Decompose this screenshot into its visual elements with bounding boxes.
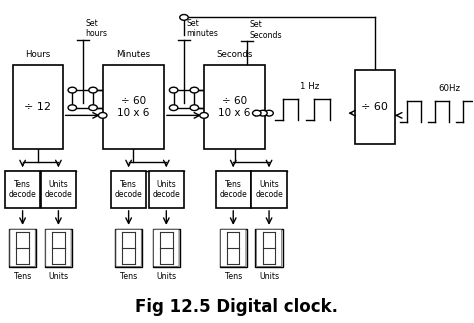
Text: Tens: Tens bbox=[14, 272, 31, 281]
Text: Units: Units bbox=[259, 272, 279, 281]
FancyBboxPatch shape bbox=[46, 229, 71, 266]
Text: Tens
decode: Tens decode bbox=[219, 180, 247, 199]
Bar bbox=[149, 171, 184, 208]
Circle shape bbox=[259, 110, 267, 116]
Bar bbox=[255, 229, 283, 267]
Text: Seconds: Seconds bbox=[217, 50, 253, 59]
Text: Minutes: Minutes bbox=[116, 50, 150, 59]
Bar bbox=[219, 229, 247, 267]
Circle shape bbox=[89, 87, 97, 93]
Text: Units: Units bbox=[48, 272, 68, 281]
Bar bbox=[41, 171, 76, 208]
Circle shape bbox=[169, 87, 178, 93]
Text: ÷ 60
10 x 6: ÷ 60 10 x 6 bbox=[117, 96, 149, 118]
Bar bbox=[355, 70, 395, 144]
Text: ÷ 60: ÷ 60 bbox=[361, 102, 388, 112]
Text: Units: Units bbox=[156, 272, 176, 281]
Circle shape bbox=[89, 105, 97, 110]
Text: Set
minutes: Set minutes bbox=[186, 19, 218, 38]
Bar bbox=[45, 229, 72, 267]
Circle shape bbox=[169, 105, 178, 110]
Circle shape bbox=[180, 15, 188, 20]
Text: Units
decode: Units decode bbox=[45, 180, 72, 199]
Text: Tens: Tens bbox=[120, 272, 137, 281]
Circle shape bbox=[190, 105, 199, 110]
FancyBboxPatch shape bbox=[10, 229, 36, 266]
Text: Tens: Tens bbox=[225, 272, 242, 281]
Circle shape bbox=[68, 105, 76, 110]
Text: Units
decode: Units decode bbox=[153, 180, 180, 199]
FancyBboxPatch shape bbox=[220, 229, 246, 266]
Bar bbox=[9, 229, 36, 267]
Text: Tens
decode: Tens decode bbox=[115, 180, 143, 199]
Text: Hours: Hours bbox=[25, 50, 51, 59]
Circle shape bbox=[190, 87, 199, 93]
Bar bbox=[13, 66, 63, 149]
Text: ÷ 60
10 x 6: ÷ 60 10 x 6 bbox=[219, 96, 251, 118]
Bar bbox=[216, 171, 251, 208]
FancyBboxPatch shape bbox=[256, 229, 282, 266]
Bar bbox=[153, 229, 180, 267]
Bar bbox=[111, 171, 146, 208]
FancyBboxPatch shape bbox=[116, 229, 141, 266]
Bar bbox=[251, 171, 287, 208]
Text: 60Hz: 60Hz bbox=[438, 84, 460, 93]
Text: Units
decode: Units decode bbox=[255, 180, 283, 199]
Text: 1 Hz: 1 Hz bbox=[301, 82, 319, 91]
Bar bbox=[5, 171, 40, 208]
Text: Set
Seconds: Set Seconds bbox=[249, 20, 282, 40]
Text: Fig 12.5 Digital clock.: Fig 12.5 Digital clock. bbox=[136, 298, 338, 316]
Circle shape bbox=[99, 112, 107, 118]
Bar bbox=[204, 66, 265, 149]
Circle shape bbox=[253, 110, 261, 116]
Bar bbox=[115, 229, 142, 267]
Text: ÷ 12: ÷ 12 bbox=[24, 102, 51, 112]
FancyBboxPatch shape bbox=[154, 229, 179, 266]
Circle shape bbox=[265, 110, 273, 116]
Text: Set
hours: Set hours bbox=[85, 19, 107, 38]
Circle shape bbox=[200, 112, 208, 118]
Text: Tens
decode: Tens decode bbox=[9, 180, 36, 199]
Circle shape bbox=[68, 87, 76, 93]
Bar bbox=[103, 66, 164, 149]
